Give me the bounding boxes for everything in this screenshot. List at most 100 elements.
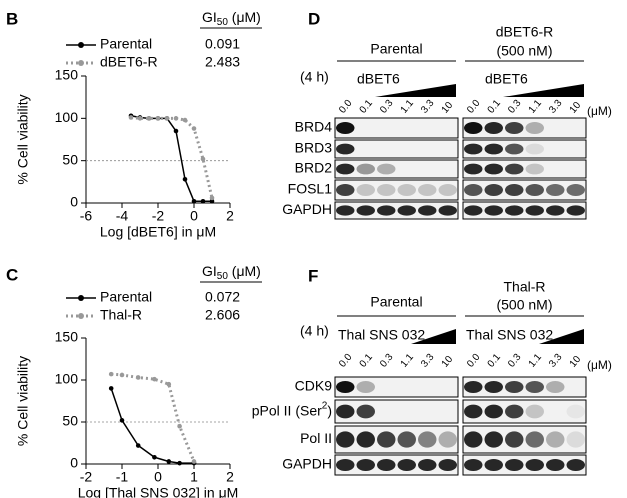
y-tick-label: 50 <box>62 151 78 167</box>
band <box>464 459 483 471</box>
x-tick-label: -2 <box>152 208 165 224</box>
band <box>484 163 503 175</box>
y-tick-label: 150 <box>55 329 79 345</box>
x-tick-label: -2 <box>80 469 93 485</box>
band <box>336 205 355 216</box>
row-label: BRD4 <box>295 119 333 135</box>
data-point <box>209 199 215 204</box>
band <box>356 163 375 175</box>
y-tick-label: 0 <box>70 455 78 471</box>
data-point <box>119 418 125 423</box>
band <box>464 122 483 134</box>
concentration-label: 3.3 <box>547 352 565 370</box>
band <box>377 459 396 471</box>
band <box>484 431 503 448</box>
concentration-label: 10 <box>440 354 456 370</box>
concentration-label: 0.1 <box>358 352 376 370</box>
gi50-header: GI50 (μM) <box>202 9 261 28</box>
y-tick-label: 50 <box>62 413 78 429</box>
concentration-label: 1.1 <box>527 98 545 116</box>
blot-box <box>462 425 587 454</box>
gi50-header-main: GI <box>202 263 217 279</box>
data-point <box>177 423 182 429</box>
band <box>356 431 375 448</box>
band <box>505 431 524 448</box>
band <box>336 431 355 448</box>
band <box>397 431 416 448</box>
concentration-label: 0.3 <box>506 98 524 116</box>
row-label: Pol II <box>300 430 332 446</box>
band <box>418 184 437 196</box>
x-tick-label: -1 <box>116 469 129 485</box>
data-point <box>155 116 161 121</box>
band <box>438 459 457 471</box>
series-line <box>111 372 196 463</box>
data-point <box>177 460 182 466</box>
band <box>505 122 524 134</box>
y-tick-label: 0 <box>70 194 78 210</box>
x-tick-label: 2 <box>226 208 234 224</box>
data-point <box>191 199 197 204</box>
row-label: GAPDH <box>282 201 332 217</box>
band <box>336 143 355 155</box>
band <box>546 184 565 196</box>
data-point <box>182 117 188 123</box>
legend-marker <box>78 42 84 48</box>
band <box>438 431 457 448</box>
band <box>525 184 544 196</box>
band <box>525 404 544 419</box>
data-point <box>164 116 170 121</box>
dose-wedge <box>503 84 584 97</box>
band <box>336 381 355 393</box>
blot-box <box>334 425 459 454</box>
legend-label: Thal-R <box>100 307 142 323</box>
band <box>505 381 524 393</box>
band <box>484 184 503 196</box>
group-title: dBET6-R <box>496 24 554 40</box>
band <box>418 459 437 471</box>
band <box>418 205 437 216</box>
concentration-label: 0.0 <box>465 98 483 116</box>
band <box>525 143 544 155</box>
band <box>566 431 585 448</box>
concentration-label: 1.1 <box>399 352 417 370</box>
dose-wedge <box>375 84 456 97</box>
dose-wedge <box>539 329 584 344</box>
band <box>546 381 565 393</box>
band <box>336 459 355 471</box>
band <box>464 404 483 419</box>
blot-box <box>334 159 459 179</box>
band <box>525 205 544 216</box>
series-line <box>130 115 214 199</box>
blot-box <box>334 179 459 201</box>
band <box>377 163 396 175</box>
x-tick-label: 1 <box>190 469 198 485</box>
band <box>505 459 524 471</box>
group-title: Thal-R <box>503 279 545 295</box>
concentration-label: 0.1 <box>358 98 376 116</box>
band <box>525 431 544 448</box>
data-point <box>119 372 125 378</box>
group-title: (500 nM) <box>496 297 552 313</box>
row-label-after: ) <box>327 402 332 418</box>
legend-label: Parental <box>100 289 152 305</box>
data-point <box>108 386 114 391</box>
band <box>484 404 503 419</box>
band <box>356 459 375 471</box>
band <box>377 431 396 448</box>
panel-label: F <box>308 266 318 285</box>
band <box>438 205 457 216</box>
concentration-label: 0.3 <box>378 352 396 370</box>
data-point <box>166 459 172 464</box>
concentration-label: 10 <box>568 100 584 116</box>
concentration-label: 3.3 <box>419 98 437 116</box>
band <box>438 184 457 196</box>
concentration-label: 0.1 <box>486 98 504 116</box>
group-title: (500 nM) <box>496 43 552 59</box>
dose-wedge <box>411 329 456 344</box>
data-point <box>152 376 157 382</box>
concentration-label: 0.0 <box>337 98 355 116</box>
band <box>505 163 524 175</box>
gi50-value: 2.606 <box>205 307 240 323</box>
